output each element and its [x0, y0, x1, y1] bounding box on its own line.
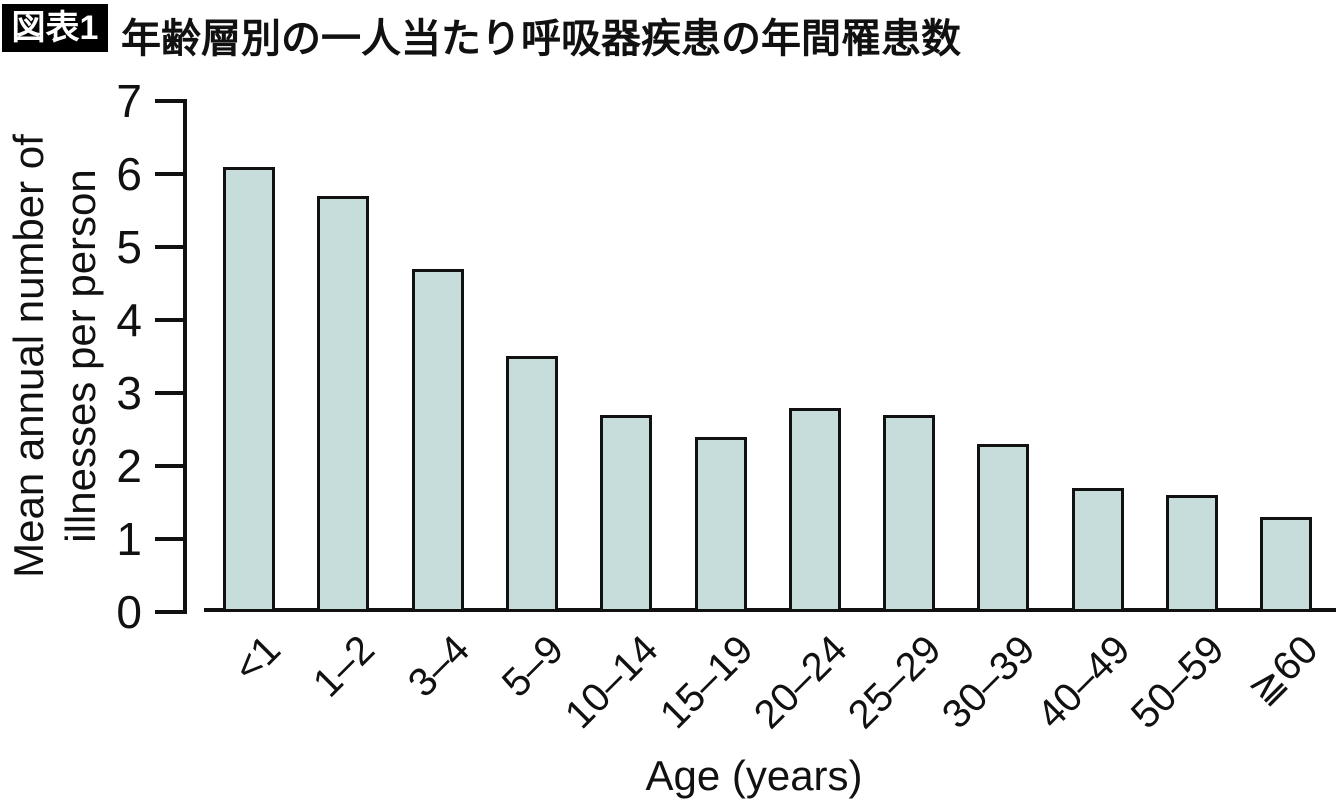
- x-tick-label-20–24: 20–24: [745, 627, 856, 738]
- y-tick-label-7: 7: [116, 75, 142, 127]
- y-tick-label-4: 4: [116, 294, 142, 346]
- y-axis-title-line-2: illnesses per person: [57, 169, 104, 543]
- x-tick-label-15–19: 15–19: [651, 627, 762, 738]
- y-tick-mark-5: [155, 245, 187, 249]
- bar-15–19: [695, 437, 747, 612]
- y-tick-mark-4: [155, 318, 187, 322]
- y-tick-mark-1: [155, 537, 187, 541]
- y-tick-label-1: 1: [116, 513, 142, 565]
- bar-1–2: [317, 196, 369, 612]
- x-tick-label-3–4: 3–4: [400, 627, 479, 706]
- bar-50–59: [1166, 495, 1218, 612]
- bar-3–4: [412, 269, 464, 612]
- bar-10–14: [600, 415, 652, 612]
- figure-number-badge: 図表1: [2, 4, 108, 52]
- x-axis-line: [204, 608, 1336, 612]
- x-tick-label-25–29: 25–29: [839, 627, 950, 738]
- x-tick-label-1–2: 1–2: [305, 627, 384, 706]
- y-axis-title-line-1: Mean annual number of: [5, 134, 52, 578]
- bar-<1: [223, 167, 275, 612]
- x-tick-label-<1: <1: [226, 627, 290, 691]
- bar-≧60: [1260, 517, 1312, 612]
- y-tick-label-3: 3: [116, 367, 142, 419]
- x-tick-label-30–39: 30–39: [933, 627, 1044, 738]
- bar-30–39: [977, 444, 1029, 612]
- y-tick-mark-7: [155, 99, 187, 103]
- y-tick-label-0: 0: [116, 586, 142, 638]
- x-tick-label-10–14: 10–14: [556, 627, 667, 738]
- bar-25–29: [883, 415, 935, 612]
- y-axis-line: [183, 99, 187, 613]
- y-tick-label-2: 2: [116, 440, 142, 492]
- bar-5–9: [506, 356, 558, 612]
- x-axis-title: Age (years): [645, 752, 863, 799]
- y-tick-label-5: 5: [116, 221, 142, 273]
- x-tick-label-5–9: 5–9: [494, 627, 573, 706]
- x-tick-label-40–49: 40–49: [1028, 627, 1139, 738]
- bar-20–24: [789, 408, 841, 612]
- x-tick-label-50–59: 50–59: [1122, 627, 1233, 738]
- y-tick-mark-0: [155, 610, 187, 614]
- page-title: 年齢層別の一人当たり呼吸器疾患の年間罹患数: [121, 17, 961, 61]
- y-tick-mark-3: [155, 391, 187, 395]
- y-axis-title: Mean annual number of illnesses per pers…: [3, 36, 107, 676]
- y-tick-mark-2: [155, 464, 187, 468]
- y-tick-label-6: 6: [116, 148, 142, 200]
- y-tick-mark-6: [155, 172, 187, 176]
- bar-40–49: [1072, 488, 1124, 612]
- x-tick-label-≧60: ≧60: [1240, 627, 1327, 714]
